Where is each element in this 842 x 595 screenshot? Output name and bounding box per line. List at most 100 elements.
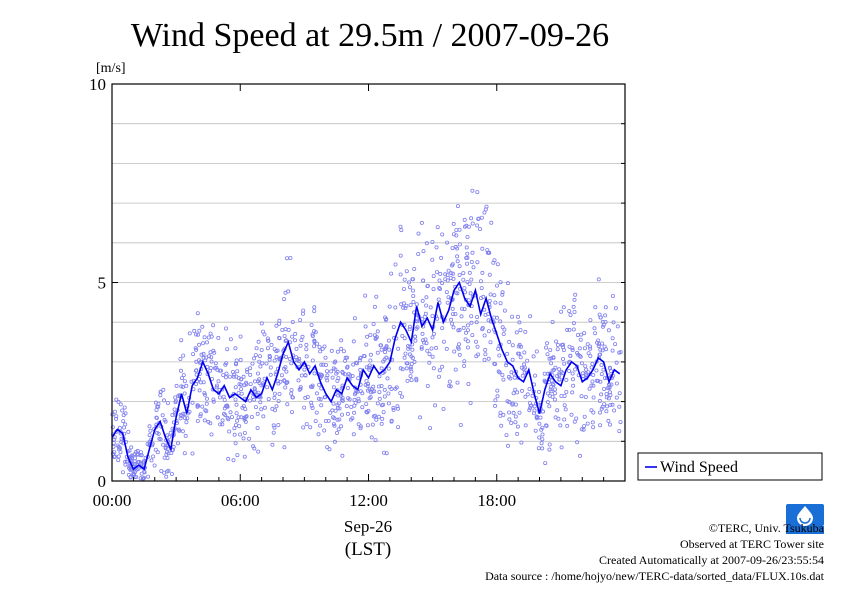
sample-dot	[238, 382, 243, 387]
sample-dot	[259, 407, 264, 412]
sample-dot	[370, 422, 375, 427]
sample-dot	[333, 359, 338, 364]
sample-dot	[469, 277, 474, 282]
sample-dot	[449, 317, 454, 322]
sample-dot	[608, 422, 613, 427]
sample-dot	[372, 304, 377, 309]
sample-dot	[179, 376, 184, 381]
sample-dot	[208, 350, 213, 355]
sample-dot	[335, 417, 340, 422]
sample-dot	[223, 326, 228, 331]
sample-dot	[573, 292, 578, 297]
sample-dot	[183, 433, 188, 438]
sample-dot	[588, 344, 593, 349]
sample-dot	[220, 418, 225, 423]
sample-dot	[399, 302, 404, 307]
sample-dot	[147, 433, 152, 438]
sample-dot	[404, 361, 409, 366]
sample-dot	[389, 271, 394, 276]
sample-dot	[373, 438, 378, 443]
sample-dot	[604, 391, 609, 396]
sample-dot	[611, 320, 616, 325]
sample-dot	[530, 393, 535, 398]
sample-dot	[468, 291, 473, 296]
sample-dot	[517, 320, 522, 325]
sample-dot	[465, 251, 470, 256]
sample-dot	[565, 327, 570, 332]
sample-dot	[600, 341, 605, 346]
sample-dot	[272, 358, 277, 363]
sample-dot	[598, 423, 603, 428]
sample-dot	[465, 323, 470, 328]
x-tick-label: 12:00	[349, 491, 388, 510]
sample-dot	[176, 394, 181, 399]
sample-dot	[507, 410, 512, 415]
sample-dot	[280, 327, 285, 332]
sample-dot	[429, 346, 434, 351]
sample-dot	[421, 249, 426, 254]
sample-dot	[465, 234, 470, 239]
sample-dot	[245, 369, 250, 374]
sample-dot	[553, 387, 558, 392]
sample-dot	[537, 389, 542, 394]
sample-dot	[303, 373, 308, 378]
sample-dot	[601, 322, 606, 327]
sample-dot	[507, 339, 512, 344]
sample-dot	[597, 312, 602, 317]
sample-dot	[300, 311, 305, 316]
sample-dot	[562, 393, 567, 398]
sample-dot	[354, 361, 359, 366]
sample-dot	[561, 356, 566, 361]
sample-dot	[134, 474, 139, 479]
sample-dot	[266, 338, 271, 343]
sample-dot	[304, 342, 309, 347]
sample-dot	[434, 245, 439, 250]
sample-dot	[386, 401, 391, 406]
sample-dot	[596, 378, 601, 383]
sample-dot	[341, 349, 346, 354]
sample-dot	[220, 422, 225, 427]
sample-dot	[613, 342, 618, 347]
sample-dot	[431, 331, 436, 336]
sample-dot	[238, 432, 243, 437]
sample-dot	[358, 424, 363, 429]
sample-dot	[297, 356, 302, 361]
sample-dot	[480, 270, 485, 275]
sample-dot	[204, 401, 209, 406]
sample-dot	[575, 333, 580, 338]
sample-dot	[445, 278, 450, 283]
sample-dot	[242, 454, 247, 459]
sample-dot	[252, 379, 257, 384]
sample-dot	[517, 410, 522, 415]
sample-dot	[284, 381, 289, 386]
sample-dot	[408, 303, 413, 308]
sample-dot	[499, 423, 504, 428]
sample-dot	[395, 404, 400, 409]
sample-dot	[323, 355, 328, 360]
sample-dot	[310, 332, 315, 337]
sample-dot	[512, 375, 517, 380]
sample-dot	[110, 425, 115, 430]
sample-dot	[120, 470, 125, 475]
sample-dot	[325, 378, 330, 383]
sample-dot	[254, 346, 259, 351]
sample-dot	[341, 371, 346, 376]
sample-dot	[438, 271, 443, 276]
sample-dot	[586, 351, 591, 356]
sample-dot	[523, 329, 528, 334]
sample-dot	[596, 338, 601, 343]
sample-dot	[329, 369, 334, 374]
sample-dot	[591, 410, 596, 415]
sample-dot	[450, 246, 455, 251]
sample-dot	[495, 388, 500, 393]
raw-sample-dots	[110, 188, 623, 481]
sample-dot	[339, 397, 344, 402]
sample-dot	[439, 255, 444, 260]
sample-dot	[588, 318, 593, 323]
sample-dot	[565, 423, 570, 428]
sample-dot	[615, 324, 620, 329]
sample-dot	[572, 309, 577, 314]
sample-dot	[450, 306, 455, 311]
sample-dot	[300, 334, 305, 339]
